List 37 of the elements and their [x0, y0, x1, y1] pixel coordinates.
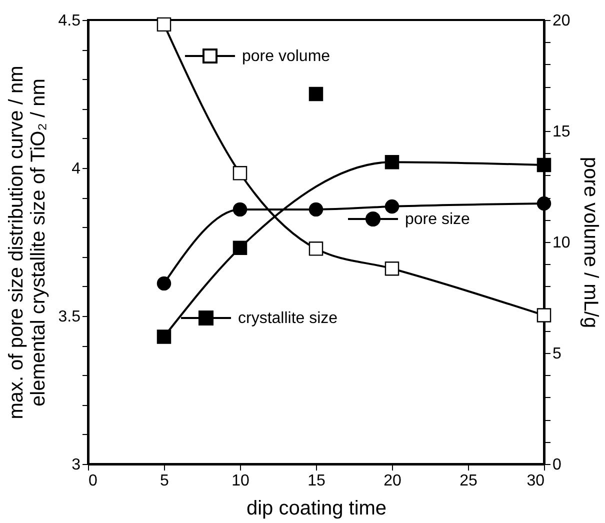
- y2-tick-label: 15: [552, 124, 570, 140]
- point: [232, 240, 248, 256]
- point: [308, 242, 324, 256]
- y2-axis-title: pore volume / mL/g: [579, 156, 602, 328]
- point: [536, 196, 552, 211]
- x-tick-label: 0: [88, 472, 98, 490]
- point: [384, 262, 400, 276]
- x-tick-label: 10: [232, 472, 250, 490]
- legend-label: pore volume: [242, 48, 330, 65]
- point: [156, 330, 172, 344]
- point: [384, 199, 400, 214]
- y-tick-label: 3.5: [58, 308, 81, 326]
- x-tick-label: 20: [384, 472, 402, 490]
- y2-tick-label: 0: [552, 456, 562, 474]
- y-tick-label: 3: [72, 456, 81, 474]
- point: [156, 276, 172, 291]
- point: [536, 308, 552, 322]
- legend-label: crystallite size: [238, 310, 338, 327]
- point: [232, 166, 248, 180]
- y2-tick-label: 5: [552, 346, 562, 362]
- y-tick-label: 4.5: [58, 12, 81, 30]
- y2-tick-label: 20: [552, 12, 570, 30]
- point: [156, 17, 172, 32]
- y-axis-title: max. of pore size distribution curve / nm elemental crystallite size of TiO₂ / nm: [5, 66, 50, 420]
- x-axis-title: dip coating time: [246, 498, 387, 520]
- x-tick-label: 25: [460, 472, 478, 490]
- point: [536, 158, 552, 172]
- x-tick-label: 30: [526, 472, 545, 490]
- point: [232, 202, 248, 217]
- point: [308, 86, 324, 102]
- y-tick-label: 4: [72, 160, 81, 178]
- point: [384, 154, 400, 170]
- y2-tick-label: 10: [552, 234, 570, 252]
- x-tick-label: 5: [160, 472, 170, 490]
- legend-label: pore size: [405, 211, 470, 228]
- x-tick-label: 15: [308, 472, 326, 490]
- point: [308, 202, 324, 217]
